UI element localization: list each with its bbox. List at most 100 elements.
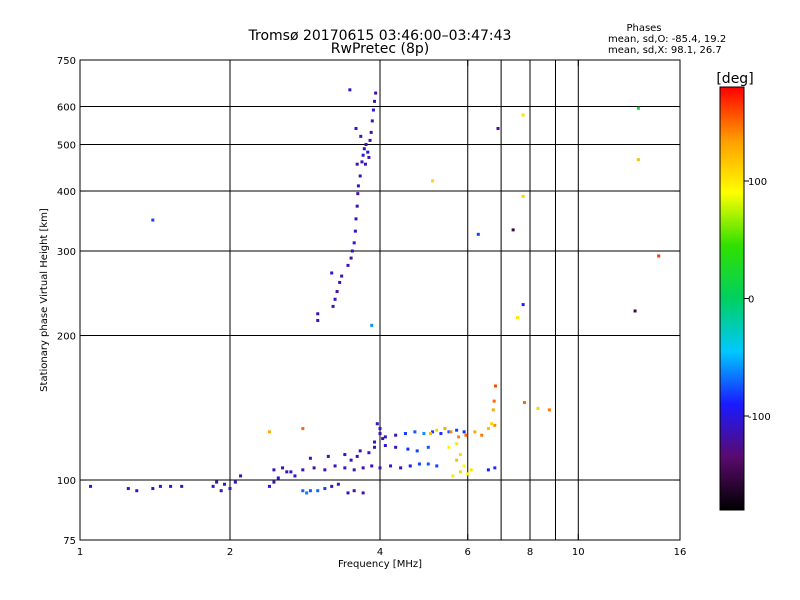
data-point bbox=[521, 303, 525, 307]
data-point bbox=[239, 474, 243, 478]
data-point bbox=[301, 489, 305, 493]
data-point bbox=[301, 427, 305, 431]
data-point bbox=[158, 484, 162, 488]
data-point bbox=[511, 228, 515, 232]
data-point bbox=[439, 432, 443, 436]
data-point bbox=[151, 487, 155, 491]
x-tick-label: 4 bbox=[377, 547, 383, 558]
data-point bbox=[355, 162, 359, 166]
data-point bbox=[413, 430, 417, 434]
data-point bbox=[462, 464, 466, 468]
data-point bbox=[330, 484, 334, 488]
x-tick-label: 2 bbox=[227, 547, 233, 558]
data-series bbox=[316, 88, 378, 322]
y-tick-label: 750 bbox=[57, 56, 76, 67]
data-point bbox=[383, 435, 387, 439]
data-point bbox=[361, 491, 365, 495]
data-point bbox=[330, 271, 334, 275]
data-point bbox=[521, 194, 525, 198]
data-point bbox=[333, 464, 337, 468]
data-point bbox=[493, 466, 497, 470]
data-point bbox=[369, 130, 373, 134]
data-point bbox=[447, 445, 451, 449]
data-point bbox=[406, 447, 410, 451]
x-tick-labels: 1 2 4 6 8 10 16 bbox=[77, 547, 687, 558]
data-point bbox=[89, 484, 93, 488]
data-point bbox=[331, 304, 335, 308]
data-point bbox=[233, 480, 237, 484]
data-point bbox=[336, 482, 340, 486]
data-point bbox=[417, 462, 421, 466]
data-point bbox=[308, 489, 312, 493]
data-point bbox=[476, 232, 480, 236]
y-tick-label: 75 bbox=[63, 536, 76, 547]
data-point bbox=[316, 489, 320, 493]
data-point bbox=[326, 454, 330, 458]
data-point bbox=[346, 263, 350, 267]
data-point bbox=[343, 453, 347, 457]
data-point bbox=[367, 155, 371, 159]
data-point bbox=[383, 444, 387, 448]
colorbar bbox=[719, 86, 745, 511]
data-point bbox=[493, 384, 497, 388]
data-point bbox=[312, 466, 316, 470]
data-series bbox=[272, 444, 497, 474]
data-point bbox=[305, 491, 309, 495]
data-point bbox=[374, 91, 378, 95]
colorbar-tick-label: 100 bbox=[748, 177, 767, 188]
data-point bbox=[358, 449, 362, 453]
data-point bbox=[426, 462, 430, 466]
data-point bbox=[223, 482, 227, 486]
x-tick-label: 8 bbox=[527, 547, 533, 558]
data-point bbox=[354, 126, 358, 130]
data-point bbox=[366, 150, 370, 154]
data-point bbox=[415, 449, 419, 453]
data-series bbox=[267, 106, 661, 478]
data-point bbox=[636, 106, 640, 110]
data-point bbox=[458, 453, 462, 457]
data-point bbox=[370, 119, 374, 123]
data-point bbox=[373, 99, 377, 103]
data-point bbox=[360, 160, 364, 164]
data-point bbox=[486, 468, 490, 472]
phases-o-stats: mean, sd,O: -85.4, 19.2 bbox=[608, 34, 726, 45]
data-point bbox=[350, 249, 354, 253]
data-point bbox=[335, 290, 339, 294]
y-axis-label: Stationary phase Virtual Height [km] bbox=[39, 208, 50, 392]
y-tick-label: 600 bbox=[57, 103, 76, 114]
x-tick-label: 10 bbox=[572, 547, 585, 558]
data-point bbox=[359, 134, 363, 138]
data-point bbox=[354, 217, 358, 221]
data-point bbox=[455, 458, 459, 462]
data-point bbox=[492, 399, 496, 403]
data-point bbox=[370, 464, 374, 468]
data-point bbox=[363, 162, 367, 166]
data-point bbox=[368, 138, 372, 142]
data-point bbox=[435, 464, 439, 468]
data-point bbox=[547, 408, 551, 412]
data-point bbox=[211, 484, 215, 488]
data-point bbox=[381, 437, 385, 441]
data-point bbox=[431, 179, 435, 183]
data-point bbox=[657, 254, 661, 258]
data-point bbox=[378, 432, 382, 436]
data-point bbox=[394, 433, 398, 437]
data-point bbox=[633, 309, 637, 313]
y-tick-labels: 75 100 200 300 400 500 600 750 bbox=[57, 56, 76, 547]
x-axis-label: Frequency [MHz] bbox=[338, 559, 422, 570]
data-point bbox=[399, 466, 403, 470]
data-point bbox=[462, 430, 466, 434]
data-series bbox=[349, 422, 466, 462]
data-point bbox=[364, 143, 368, 147]
phases-x-stats: mean, sd,X: 98.1, 26.7 bbox=[608, 45, 722, 56]
data-point bbox=[352, 489, 356, 493]
data-point bbox=[316, 318, 320, 322]
data-point bbox=[428, 432, 432, 436]
data-point bbox=[443, 427, 447, 431]
colorbar-ticks: 100 0 -100 bbox=[744, 177, 771, 423]
data-point bbox=[301, 468, 305, 472]
data-point bbox=[394, 445, 398, 449]
data-point bbox=[373, 445, 377, 449]
data-point bbox=[422, 432, 426, 436]
data-point bbox=[340, 274, 344, 278]
